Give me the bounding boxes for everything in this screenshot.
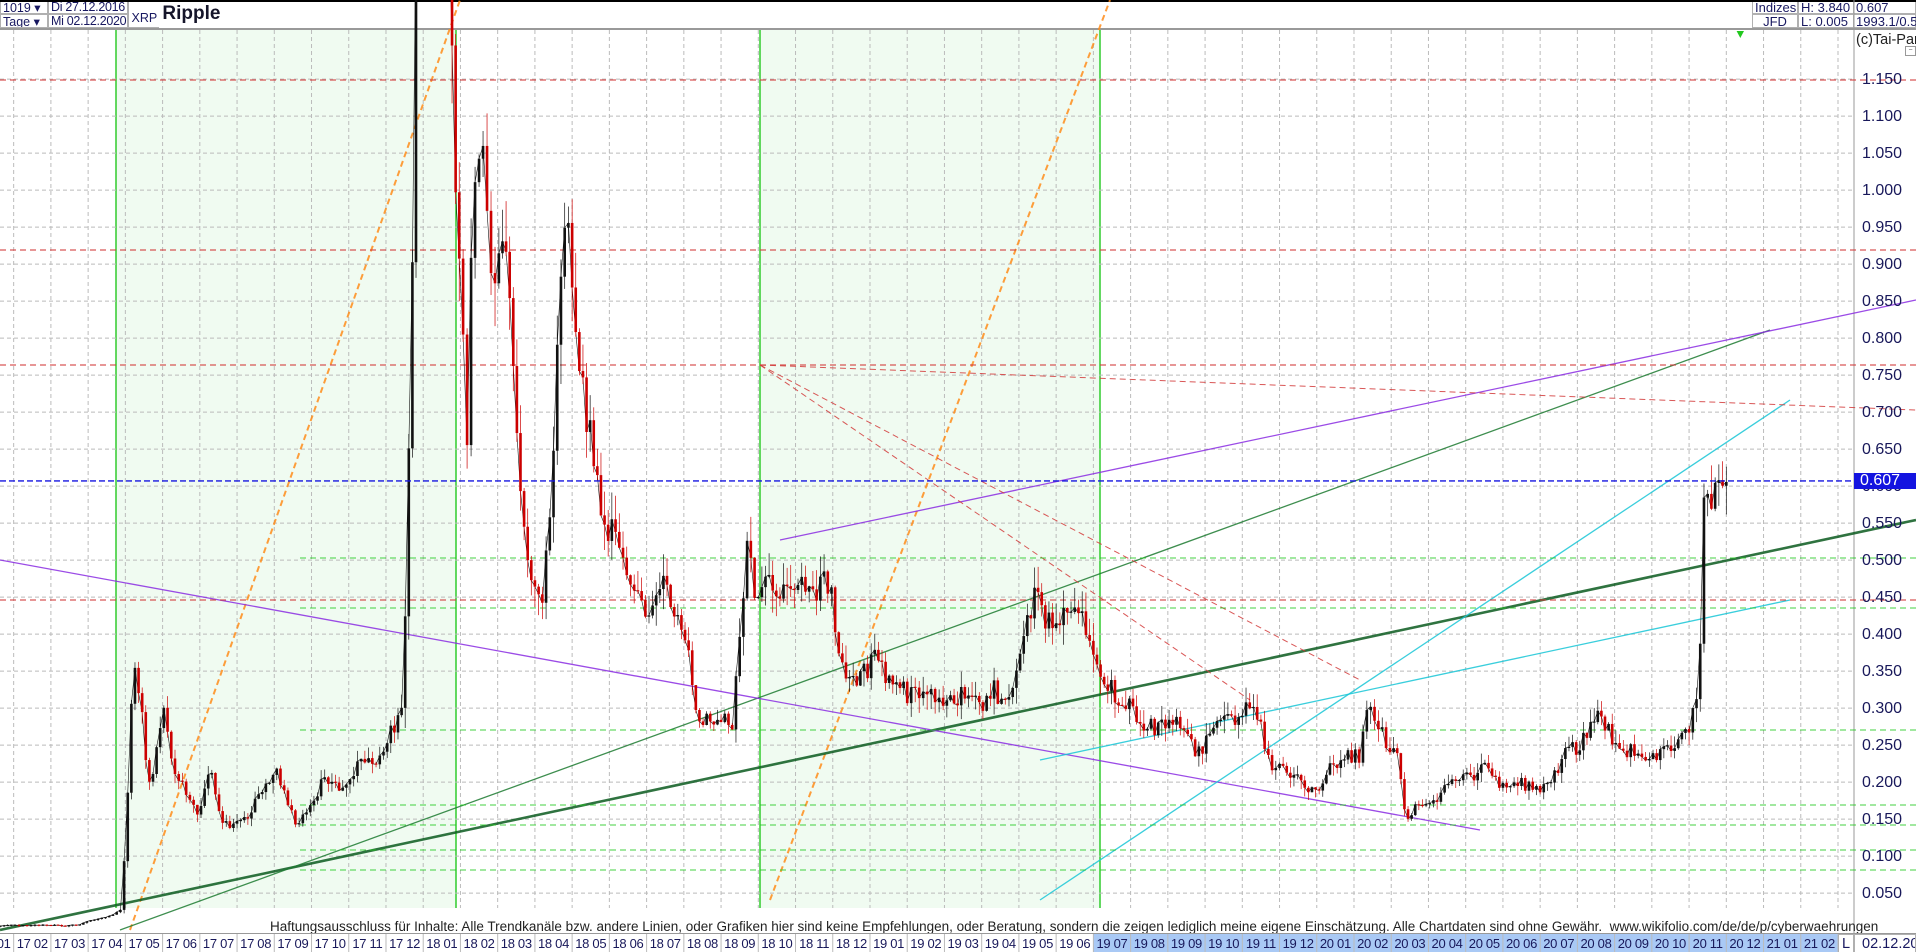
svg-text:19 06: 19 06: [1059, 936, 1090, 951]
svg-text:18 03: 18 03: [501, 936, 532, 951]
svg-text:17 02: 17 02: [17, 936, 48, 951]
svg-text:0.100: 0.100: [1862, 848, 1902, 865]
svg-text:17 07: 17 07: [203, 936, 234, 951]
svg-text:17 05: 17 05: [128, 936, 159, 951]
svg-text:18 10: 18 10: [761, 936, 792, 951]
svg-text:20 04: 20 04: [1432, 936, 1463, 951]
svg-text:20 09: 20 09: [1618, 936, 1649, 951]
svg-text:19 03: 19 03: [948, 936, 979, 951]
svg-text:17 08: 17 08: [240, 936, 271, 951]
svg-text:17 09: 17 09: [277, 936, 308, 951]
svg-text:0.200: 0.200: [1862, 774, 1902, 791]
svg-text:19 04: 19 04: [985, 936, 1016, 951]
svg-text:0.950: 0.950: [1862, 219, 1902, 236]
svg-text:1.050: 1.050: [1862, 145, 1902, 162]
svg-text:18 08: 18 08: [687, 936, 718, 951]
svg-text:17 03: 17 03: [54, 936, 85, 951]
svg-text:20 11: 20 11: [1693, 936, 1723, 951]
svg-text:19 10: 19 10: [1208, 936, 1239, 951]
svg-text:18 01: 18 01: [426, 936, 457, 951]
svg-text:17 01: 17 01: [0, 936, 11, 951]
svg-text:0.050: 0.050: [1862, 885, 1902, 902]
svg-text:20 02: 20 02: [1357, 936, 1388, 951]
svg-text:0.350: 0.350: [1862, 663, 1902, 680]
svg-text:21 02: 21 02: [1804, 936, 1835, 951]
svg-text:0.607: 0.607: [1860, 472, 1900, 489]
svg-text:20 06: 20 06: [1506, 936, 1537, 951]
svg-text:18 02: 18 02: [464, 936, 495, 951]
svg-text:0.750: 0.750: [1862, 367, 1902, 384]
svg-text:19 11: 19 11: [1246, 936, 1276, 951]
svg-text:21 01: 21 01: [1767, 936, 1798, 951]
svg-text:0.450: 0.450: [1862, 589, 1902, 606]
svg-text:19 07: 19 07: [1096, 936, 1127, 951]
svg-text:18 04: 18 04: [538, 936, 569, 951]
svg-text:20 05: 20 05: [1469, 936, 1500, 951]
svg-text:1.000: 1.000: [1862, 182, 1902, 199]
svg-text:20 08: 20 08: [1580, 936, 1611, 951]
svg-text:17 11: 17 11: [352, 936, 382, 951]
svg-text:17 10: 17 10: [315, 936, 346, 951]
svg-text:0.650: 0.650: [1862, 441, 1902, 458]
svg-text:19 02: 19 02: [910, 936, 941, 951]
svg-text:19 05: 19 05: [1022, 936, 1053, 951]
svg-text:19 12: 19 12: [1283, 936, 1314, 951]
svg-text:18 12: 18 12: [836, 936, 867, 951]
svg-text:0.800: 0.800: [1862, 330, 1902, 347]
svg-text:18 11: 18 11: [799, 936, 829, 951]
svg-text:20 07: 20 07: [1543, 936, 1574, 951]
svg-text:20 12: 20 12: [1729, 936, 1760, 951]
svg-text:0.850: 0.850: [1862, 293, 1902, 310]
svg-text:18 05: 18 05: [575, 936, 606, 951]
svg-text:19 09: 19 09: [1171, 936, 1202, 951]
svg-text:18 09: 18 09: [724, 936, 755, 951]
svg-text:0.250: 0.250: [1862, 737, 1902, 754]
svg-text:19 08: 19 08: [1134, 936, 1165, 951]
svg-text:19 01: 19 01: [873, 936, 904, 951]
svg-text:0.150: 0.150: [1862, 811, 1902, 828]
svg-text:20 01: 20 01: [1320, 936, 1351, 951]
svg-text:1.100: 1.100: [1862, 108, 1902, 125]
svg-text:0.700: 0.700: [1862, 404, 1902, 421]
svg-text:0.550: 0.550: [1862, 515, 1902, 532]
svg-text:18 07: 18 07: [650, 936, 681, 951]
svg-text:20 03: 20 03: [1394, 936, 1425, 951]
svg-text:17 12: 17 12: [389, 936, 420, 951]
svg-text:18 06: 18 06: [612, 936, 643, 951]
svg-text:0.400: 0.400: [1862, 626, 1902, 643]
svg-text:0.300: 0.300: [1862, 700, 1902, 717]
svg-text:17 06: 17 06: [166, 936, 197, 951]
svg-text:0.900: 0.900: [1862, 256, 1902, 273]
svg-text:1.150: 1.150: [1862, 71, 1902, 88]
svg-text:20 10: 20 10: [1655, 936, 1686, 951]
svg-text:17 04: 17 04: [91, 936, 122, 951]
svg-text:0.500: 0.500: [1862, 552, 1902, 569]
